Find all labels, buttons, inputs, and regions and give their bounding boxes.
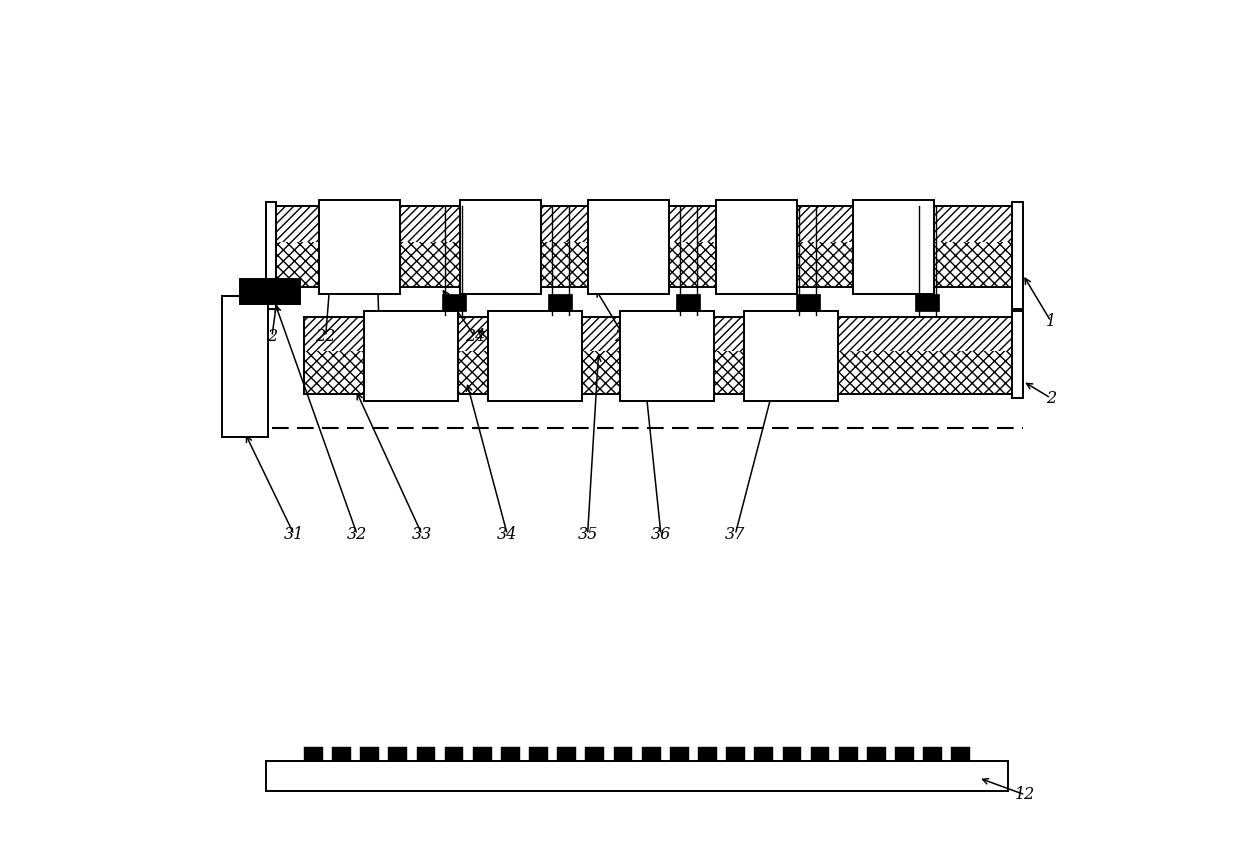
- Text: 37: 37: [725, 526, 745, 544]
- Text: 22: 22: [315, 328, 336, 345]
- Bar: [388, 747, 407, 761]
- Bar: [304, 317, 1017, 394]
- Text: 34: 34: [497, 526, 517, 544]
- Bar: [853, 200, 934, 294]
- Bar: [487, 311, 582, 401]
- Bar: [548, 294, 572, 311]
- Bar: [360, 747, 379, 761]
- Bar: [588, 200, 670, 294]
- Bar: [265, 761, 1008, 791]
- Bar: [557, 747, 577, 761]
- Text: 35: 35: [578, 526, 598, 544]
- Bar: [867, 747, 885, 761]
- Bar: [585, 747, 604, 761]
- Text: 2: 2: [1045, 389, 1056, 407]
- Bar: [614, 747, 632, 761]
- Text: 33: 33: [412, 526, 433, 544]
- Bar: [265, 202, 277, 308]
- Bar: [924, 747, 942, 761]
- Bar: [441, 294, 465, 311]
- Text: 24: 24: [465, 328, 485, 345]
- Bar: [304, 747, 322, 761]
- Bar: [304, 351, 1017, 394]
- Bar: [472, 747, 491, 761]
- Bar: [754, 747, 774, 761]
- Bar: [744, 311, 837, 401]
- Bar: [417, 747, 435, 761]
- Bar: [241, 279, 300, 304]
- Bar: [445, 747, 464, 761]
- Bar: [265, 242, 1013, 288]
- Bar: [460, 200, 541, 294]
- Text: 12: 12: [1016, 787, 1035, 804]
- Bar: [1013, 202, 1023, 308]
- Bar: [715, 200, 797, 294]
- Bar: [796, 294, 820, 311]
- Bar: [811, 747, 830, 761]
- Bar: [782, 747, 801, 761]
- Bar: [676, 294, 701, 311]
- Text: 1: 1: [1045, 312, 1056, 330]
- Bar: [501, 747, 520, 761]
- Bar: [951, 747, 970, 761]
- Bar: [332, 747, 351, 761]
- Bar: [895, 747, 914, 761]
- Bar: [319, 200, 401, 294]
- Bar: [642, 747, 661, 761]
- Text: 36: 36: [651, 526, 671, 544]
- Text: 2: 2: [267, 328, 277, 345]
- Text: 23: 23: [370, 328, 389, 345]
- Bar: [265, 206, 1013, 242]
- Bar: [915, 294, 939, 311]
- Bar: [365, 311, 458, 401]
- Bar: [727, 747, 745, 761]
- Text: 26: 26: [614, 328, 635, 345]
- Bar: [304, 317, 1017, 351]
- Text: 31: 31: [284, 526, 304, 544]
- Bar: [670, 747, 688, 761]
- Bar: [1013, 311, 1023, 398]
- Bar: [529, 747, 548, 761]
- Text: 32: 32: [347, 526, 367, 544]
- Bar: [222, 296, 269, 437]
- Bar: [265, 206, 1013, 288]
- Text: 25: 25: [516, 364, 536, 381]
- Bar: [620, 311, 714, 401]
- Bar: [698, 747, 717, 761]
- Bar: [838, 747, 858, 761]
